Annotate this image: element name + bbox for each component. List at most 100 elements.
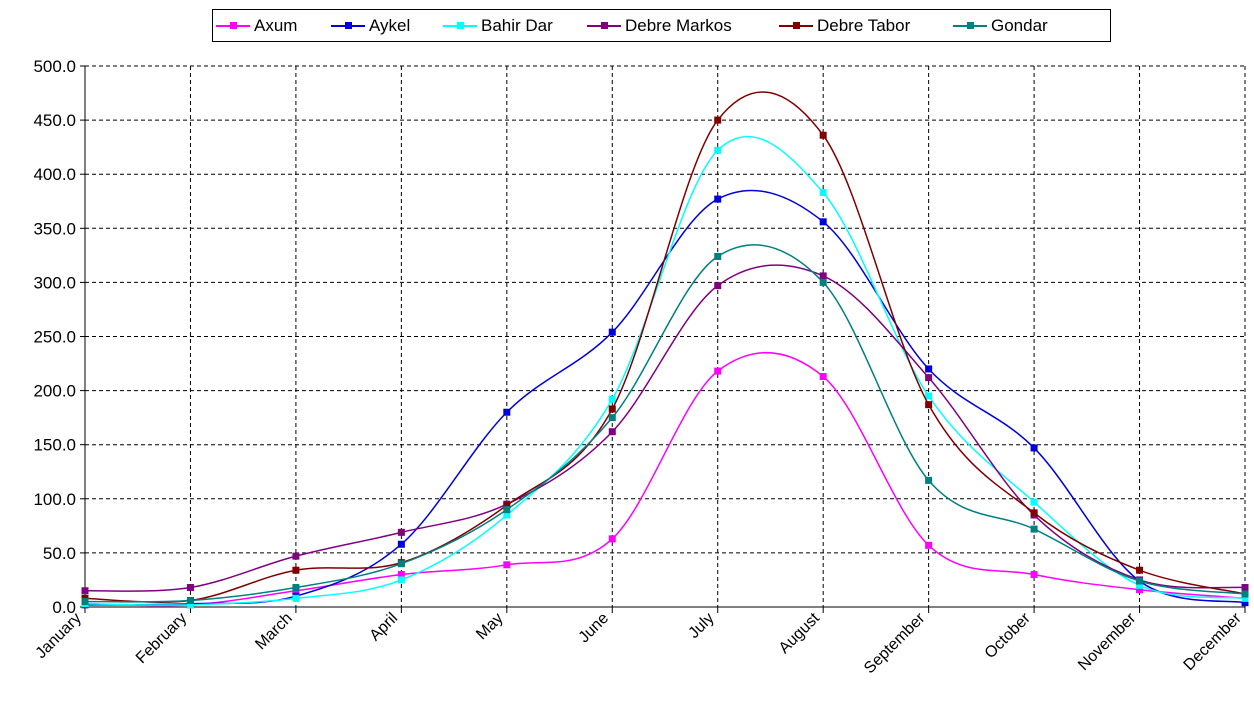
series-debre-tabor <box>81 91 1249 605</box>
data-point-debre-markos <box>714 282 722 290</box>
x-tick-label: November <box>1075 609 1140 674</box>
x-tick-label: April <box>367 610 402 645</box>
data-point-debre-markos <box>925 374 933 382</box>
legend-swatch <box>587 21 621 29</box>
data-point-bahir-dar <box>925 392 933 400</box>
data-point-debre-markos <box>81 587 89 595</box>
series-line-aykel <box>84 189 1246 606</box>
data-point-axum <box>819 373 827 381</box>
data-point-gondar <box>292 584 300 592</box>
series-debre-markos <box>81 264 1249 595</box>
data-point-axum <box>714 367 722 375</box>
y-tick-label: 0.0 <box>52 598 76 617</box>
data-point-gondar <box>925 476 933 484</box>
data-point-bahir-dar <box>292 594 300 602</box>
x-tick-label: June <box>576 610 613 647</box>
y-tick-label: 400.0 <box>33 165 76 184</box>
y-tick-label: 300.0 <box>33 273 76 292</box>
data-point-gondar <box>1241 590 1249 598</box>
legend: Axum Aykel Bahir Dar Debre Markos Debre Tabo… <box>212 9 1111 42</box>
legend-item-gondar: Gondar <box>953 10 1048 41</box>
data-point-debre-tabor <box>608 405 616 413</box>
data-point-axum <box>1030 571 1038 579</box>
data-point-axum <box>503 561 511 569</box>
series-line-debre-tabor <box>84 91 1246 603</box>
series-line-gondar <box>84 244 1246 603</box>
data-point-aykel <box>397 540 405 548</box>
data-point-debre-markos <box>819 272 827 280</box>
data-point-axum <box>1136 586 1144 594</box>
series-bahir-dar <box>81 135 1249 609</box>
data-point-bahir-dar <box>608 395 616 403</box>
legend-item-debre-tabor: Debre Tabor <box>779 10 910 41</box>
data-point-gondar <box>819 278 827 286</box>
x-tick-label: July <box>685 610 717 642</box>
y-tick-label: 450.0 <box>33 111 76 130</box>
grid-lines <box>85 65 1246 607</box>
data-point-aykel <box>608 328 616 336</box>
data-point-debre-markos <box>397 528 405 536</box>
series-aykel <box>81 189 1249 609</box>
x-tick-label: August <box>776 609 824 657</box>
legend-label: Debre Tabor <box>817 15 911 35</box>
data-point-debre-tabor <box>1136 566 1144 574</box>
x-tick-label: May <box>473 610 506 643</box>
data-point-debre-tabor <box>714 116 722 124</box>
x-tick-label: October <box>982 609 1035 662</box>
series-line-debre-markos <box>84 264 1246 592</box>
legend-label: Aykel <box>369 15 411 35</box>
data-point-aykel <box>925 365 933 373</box>
data-point-aykel <box>503 408 511 416</box>
data-point-aykel <box>714 195 722 203</box>
data-point-debre-markos <box>292 552 300 560</box>
legend-swatch <box>779 21 813 29</box>
legend-swatch <box>331 21 365 29</box>
y-tick-label: 200.0 <box>33 382 76 401</box>
data-point-gondar <box>397 560 405 568</box>
legend-label: Axum <box>254 15 298 35</box>
x-tick-label: September <box>861 609 929 677</box>
legend-swatch <box>953 21 987 29</box>
y-tick-labels: 0.0 50.0 100.0 150.0 200.0 250.0 300.0 350.0 400… <box>33 57 76 617</box>
data-point-axum <box>608 535 616 543</box>
data-point-aykel <box>1241 599 1249 607</box>
y-tick-label: 100.0 <box>33 490 76 509</box>
axes <box>80 65 1246 613</box>
y-tick-label: 350.0 <box>33 219 76 238</box>
series-gondar <box>81 244 1249 606</box>
legend-item-axum: Axum <box>216 10 297 41</box>
y-tick-label: 150.0 <box>33 436 76 455</box>
data-point-gondar <box>186 597 194 605</box>
legend-label: Bahir Dar <box>481 15 553 35</box>
data-point-gondar <box>503 506 511 514</box>
data-point-debre-tabor <box>292 566 300 574</box>
data-point-debre-markos <box>1241 584 1249 592</box>
data-point-debre-markos <box>186 584 194 592</box>
series-line-bahir-dar <box>84 135 1246 606</box>
data-point-bahir-dar <box>1136 581 1144 589</box>
x-tick-label: December <box>1181 609 1246 674</box>
data-point-bahir-dar <box>714 146 722 154</box>
data-point-bahir-dar <box>186 601 194 609</box>
legend-item-bahir-dar: Bahir Dar <box>443 10 553 41</box>
data-point-debre-tabor <box>925 401 933 409</box>
legend-marker <box>793 21 800 29</box>
data-point-bahir-dar <box>397 576 405 584</box>
data-point-aykel <box>1030 444 1038 452</box>
data-point-bahir-dar <box>1241 594 1249 602</box>
legend-item-aykel: Aykel <box>331 10 410 41</box>
legend-item-debre-markos: Debre Markos <box>587 10 732 41</box>
data-point-bahir-dar <box>819 189 827 197</box>
data-point-gondar <box>81 598 89 606</box>
legend-marker <box>601 21 608 29</box>
data-point-bahir-dar <box>503 511 511 519</box>
data-point-aykel <box>819 218 827 226</box>
legend-marker <box>230 21 237 29</box>
legend-swatch <box>216 21 250 29</box>
data-point-debre-markos <box>608 428 616 436</box>
data-point-gondar <box>608 414 616 422</box>
legend-marker <box>345 21 352 29</box>
data-point-debre-tabor <box>503 501 511 509</box>
x-tick-labels: January February March April May June July Augu… <box>33 609 1246 677</box>
